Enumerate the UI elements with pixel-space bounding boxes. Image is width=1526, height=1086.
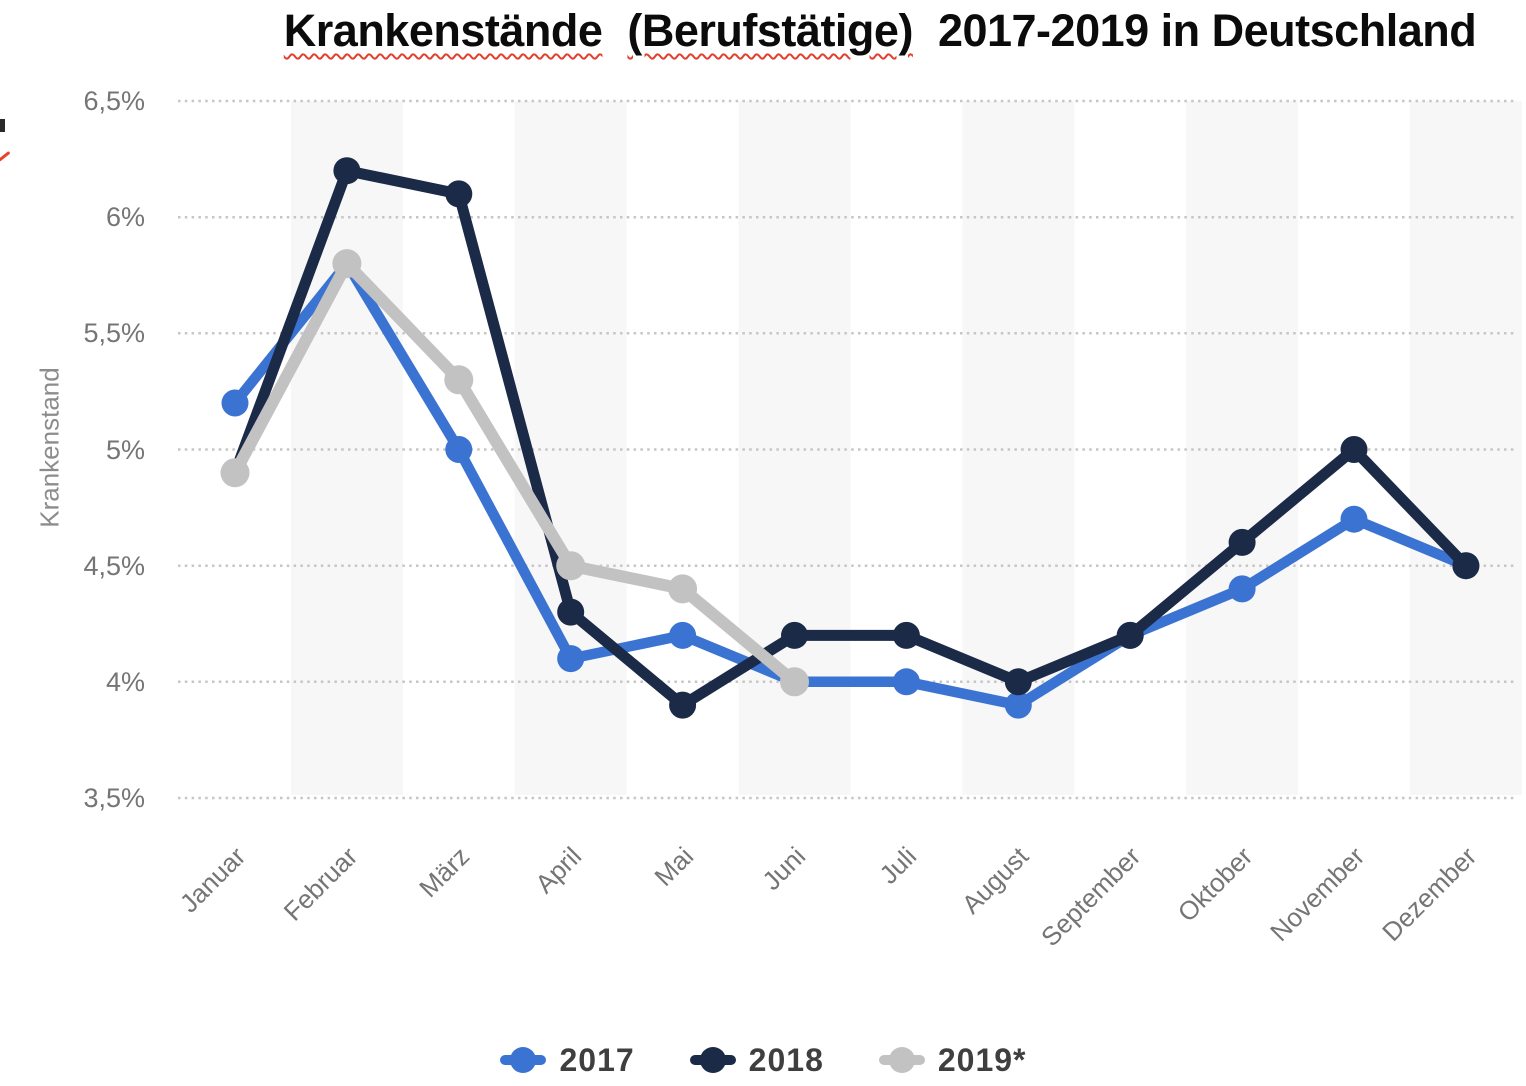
data-point-2017-April[interactable] <box>557 645 585 673</box>
title-word-misspelled-2: (Berufstätige) <box>627 5 913 56</box>
month-band-Dezember <box>1409 101 1522 795</box>
legend-item-2018[interactable]: 2018 <box>689 1042 824 1079</box>
data-point-2019*-Juni[interactable] <box>780 667 809 697</box>
chart-title: Krankenstände (Berufstätige) 2017-2019 i… <box>234 2 1526 60</box>
series-2019* <box>220 249 809 697</box>
data-point-2018-Juli[interactable] <box>892 621 920 649</box>
left-edge-cropped-fragment <box>0 119 5 132</box>
data-point-2017-Juli[interactable] <box>892 668 920 696</box>
data-point-2018-März[interactable] <box>445 180 473 208</box>
month-band-Februar <box>290 101 403 795</box>
legend-marker-2017 <box>500 1047 547 1073</box>
series-line-2018 <box>229 165 1472 711</box>
y-tick-label-6%: 6% <box>105 202 145 232</box>
data-point-2018-Oktober[interactable] <box>1228 528 1256 556</box>
legend-item-2017[interactable]: 2017 <box>499 1042 634 1079</box>
y-tick-label-3,5%: 3,5% <box>83 783 145 813</box>
data-point-2019*-Mai[interactable] <box>668 574 698 604</box>
data-point-2019*-Januar[interactable] <box>220 458 250 488</box>
data-point-2018-Februar[interactable] <box>333 157 361 185</box>
data-point-2017-Mai[interactable] <box>669 621 697 649</box>
legend-label-2018: 2018 <box>748 1041 824 1078</box>
month-band-Oktober <box>1186 101 1299 795</box>
title-rest: 2017-2019 in Deutschland <box>937 5 1477 56</box>
y-tick-label-5,5%: 5,5% <box>83 318 145 348</box>
title-word-misspelled-1: Krankenstände <box>283 5 603 56</box>
data-point-2018-September[interactable] <box>1116 621 1144 649</box>
legend-marker-2019 <box>878 1047 925 1073</box>
series-line-2019* <box>229 257 801 688</box>
y-tick-label-5%: 5% <box>105 435 145 465</box>
data-point-2018-Mai[interactable] <box>669 691 697 719</box>
data-point-2018-Juni[interactable] <box>781 621 808 649</box>
series-line-2017 <box>229 258 1472 711</box>
legend-marker-2018 <box>689 1047 736 1073</box>
data-point-2019*-Februar[interactable] <box>332 249 362 279</box>
data-point-2018-April[interactable] <box>557 598 585 626</box>
data-point-2017-November[interactable] <box>1340 505 1368 533</box>
legend-label-2017: 2017 <box>559 1041 635 1078</box>
y-tick-label-4%: 4% <box>105 667 145 697</box>
legend-label-2019: 2019* <box>937 1041 1027 1078</box>
chart-legend: 2017 2018 2019* <box>0 1036 1526 1084</box>
legend-item-2019[interactable]: 2019* <box>878 1042 1027 1079</box>
data-point-2018-November[interactable] <box>1340 436 1368 463</box>
y-tick-label-6,5%: 6,5% <box>83 86 145 116</box>
data-point-2017-August[interactable] <box>1004 691 1032 719</box>
data-point-2019*-April[interactable] <box>556 551 586 581</box>
data-point-2017-März[interactable] <box>445 436 473 463</box>
data-point-2018-Dezember[interactable] <box>1452 552 1480 580</box>
y-tick-label-4,5%: 4,5% <box>83 551 145 581</box>
data-point-2017-Januar[interactable] <box>221 389 249 417</box>
data-point-2018-August[interactable] <box>1004 668 1032 696</box>
data-point-2017-Oktober[interactable] <box>1228 575 1256 603</box>
data-point-2019*-März[interactable] <box>444 365 474 395</box>
